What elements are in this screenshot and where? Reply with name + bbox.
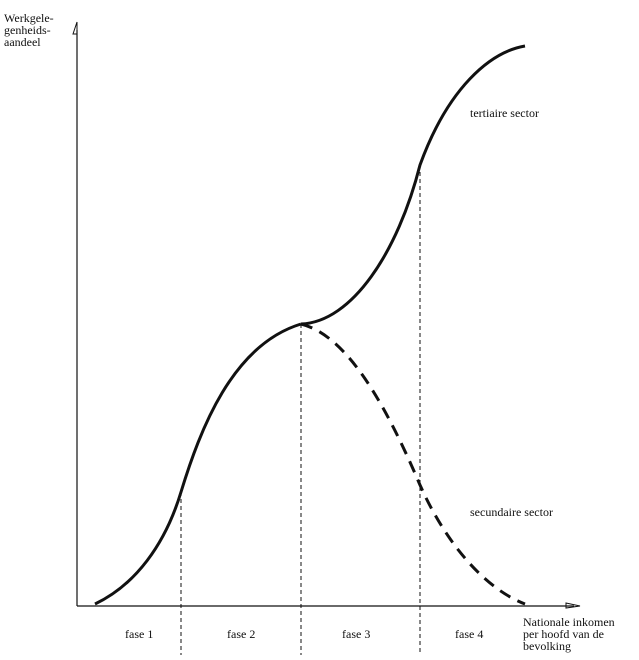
phase-label-3: fase 3 [342,627,371,641]
phase-label-1: fase 1 [125,627,154,641]
phase-label-2: fase 2 [227,627,256,641]
phase-label-4: fase 4 [455,627,484,641]
secondary-sector-label: secundaire sector [470,505,553,519]
y-axis-label-line-1: Werkgele- [4,11,54,25]
curve-tertiary-sector [300,44,526,326]
tertiary-sector-label: tertiaire sector [470,106,539,120]
curve-secondary-sector [300,322,526,606]
y-axis-label: Werkgele- genheids- aandeel [4,12,54,48]
x-axis-label: Nationale inkomen per hoofd van de bevol… [523,616,615,652]
curve-rising-segment [94,322,302,606]
y-axis-label-line-3: aandeel [4,35,41,49]
x-axis-label-line-1: Nationale inkomen [523,615,615,629]
x-axis-arrowhead [565,602,581,609]
y-axis-label-line-2: genheids- [4,23,51,37]
x-axis-label-line-2: per hoofd van de [523,627,604,641]
x-axis-label-line-3: bevolking [523,639,571,653]
y-axis-arrowhead [72,21,78,35]
